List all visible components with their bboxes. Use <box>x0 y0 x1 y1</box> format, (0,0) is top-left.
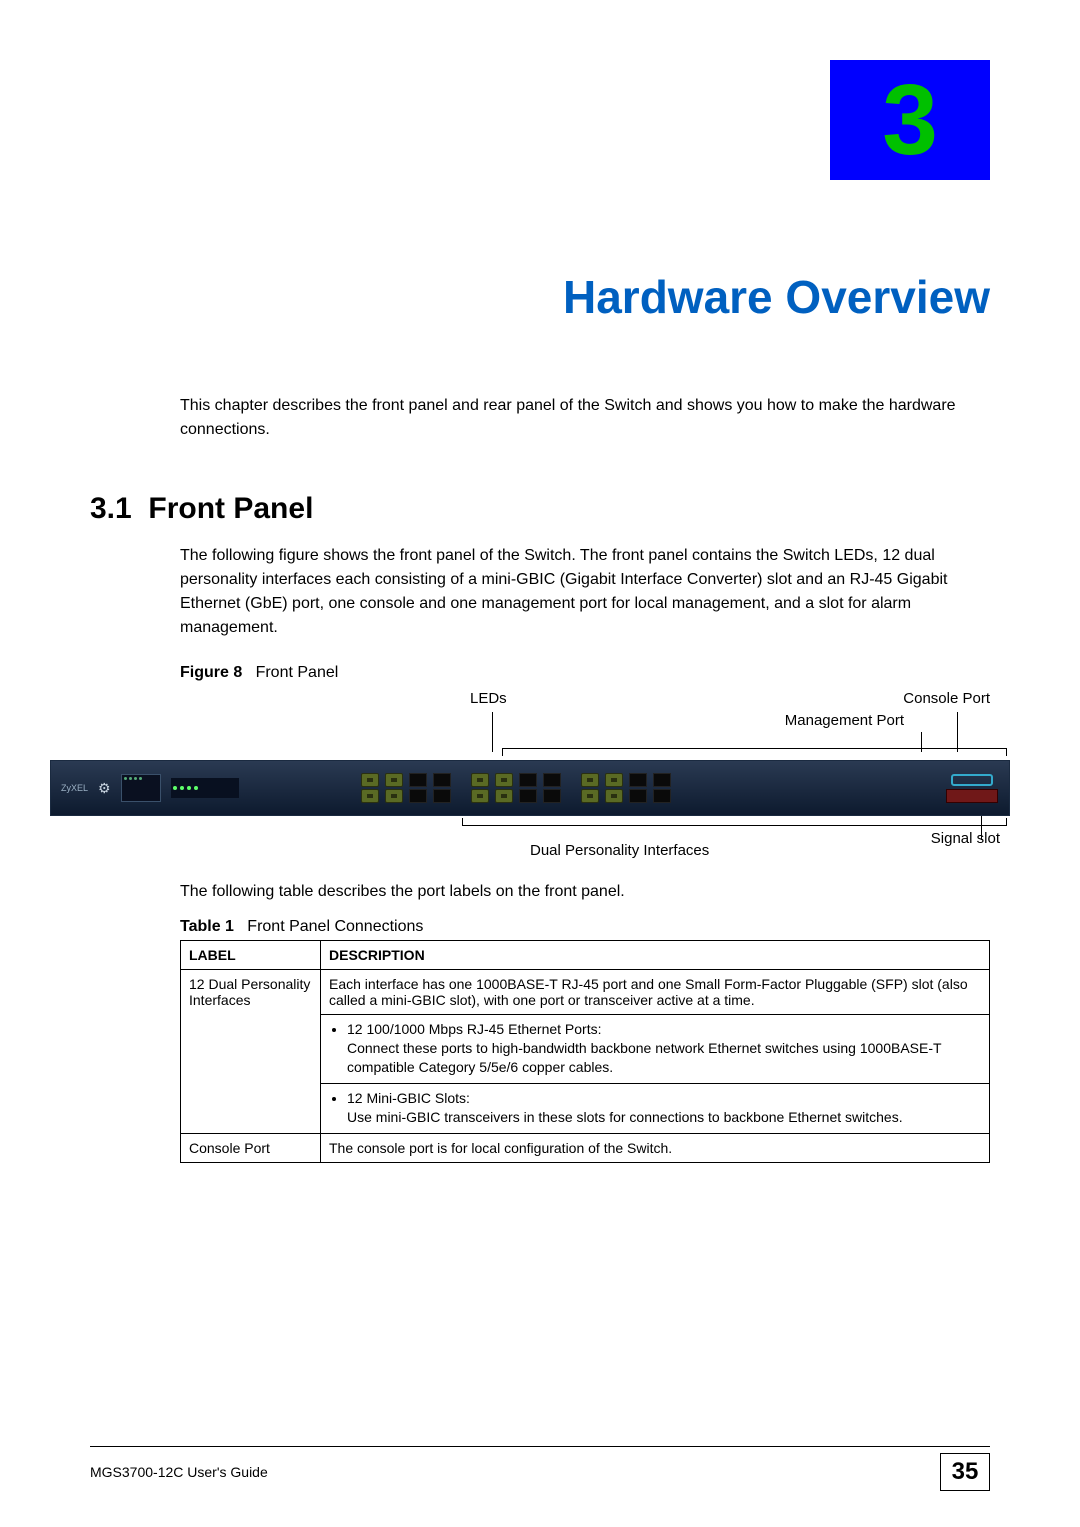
table-cell-label: Console Port <box>181 1133 321 1162</box>
status-leds <box>171 778 239 798</box>
led-block <box>121 774 161 802</box>
console-port-icon <box>951 774 993 786</box>
figure-label-text: Front Panel <box>256 664 339 681</box>
chapter-title: Hardware Overview <box>90 270 990 324</box>
annotation-console-port: Console Port <box>903 690 990 707</box>
front-panel-table: LABEL DESCRIPTION 12 Dual Personality In… <box>180 940 990 1163</box>
table-label-text: Front Panel Connections <box>247 918 423 935</box>
section-title: Front Panel <box>148 492 313 525</box>
device-brand: ZyXEL <box>61 783 88 793</box>
footer-guide: MGS3700-12C User's Guide <box>90 1464 268 1480</box>
table-cell-desc: 12 100/1000 Mbps RJ-45 Ethernet Ports: C… <box>321 1015 990 1084</box>
port-group <box>361 773 451 803</box>
footer-page-number: 35 <box>940 1453 990 1491</box>
table-cell-desc: 12 Mini-GBIC Slots: Use mini-GBIC transc… <box>321 1083 990 1133</box>
annotation-signal-slot: Signal slot <box>931 830 1000 847</box>
figure-label: Figure 8 Front Panel <box>180 664 990 682</box>
leader-line <box>492 712 493 752</box>
section-body: The following figure shows the front pan… <box>180 544 990 640</box>
table-label-prefix: Table 1 <box>180 918 234 935</box>
bracket-top <box>502 748 1007 756</box>
bullet-item: 12 100/1000 Mbps RJ-45 Ethernet Ports: <box>347 1021 981 1037</box>
table-header-description: DESCRIPTION <box>321 941 990 970</box>
device-front-panel: ZyXEL ⚙ <box>50 760 1010 816</box>
mgmt-area <box>941 767 1003 809</box>
table-label: Table 1 Front Panel Connections <box>180 918 990 936</box>
bullet-item: 12 Mini-GBIC Slots: <box>347 1090 981 1106</box>
annotation-dual-personality: Dual Personality Interfaces <box>530 842 709 859</box>
table-cell-label: 12 Dual Personality Interfaces <box>181 970 321 1134</box>
port-group <box>581 773 671 803</box>
signal-slot-icon <box>946 789 998 803</box>
section-heading: 3.1 Front Panel <box>90 492 990 526</box>
port-group <box>471 773 561 803</box>
annotation-leds: LEDs <box>470 690 507 707</box>
bracket-bottom <box>462 818 1007 826</box>
section-number: 3.1 <box>90 492 132 525</box>
bullet-subtext: Connect these ports to high-bandwidth ba… <box>347 1039 981 1077</box>
page-footer: MGS3700-12C User's Guide 35 <box>90 1446 990 1491</box>
port-area <box>361 767 937 809</box>
table-cell-desc: Each interface has one 1000BASE-T RJ-45 … <box>321 970 990 1015</box>
gear-icon: ⚙ <box>98 780 111 797</box>
chapter-badge: 3 <box>830 60 990 180</box>
bullet-subtext: Use mini-GBIC transceivers in these slot… <box>347 1108 981 1127</box>
chapter-number: 3 <box>882 70 938 170</box>
figure: LEDs Console Port Management Port ZyXEL … <box>90 690 990 866</box>
table-intro: The following table describes the port l… <box>180 880 990 904</box>
chapter-intro: This chapter describes the front panel a… <box>180 394 990 442</box>
figure-label-prefix: Figure 8 <box>180 664 242 681</box>
table-header-label: LABEL <box>181 941 321 970</box>
table-cell-desc: The console port is for local configurat… <box>321 1133 990 1162</box>
leader-line <box>957 712 958 752</box>
annotation-management-port: Management Port <box>785 712 904 729</box>
